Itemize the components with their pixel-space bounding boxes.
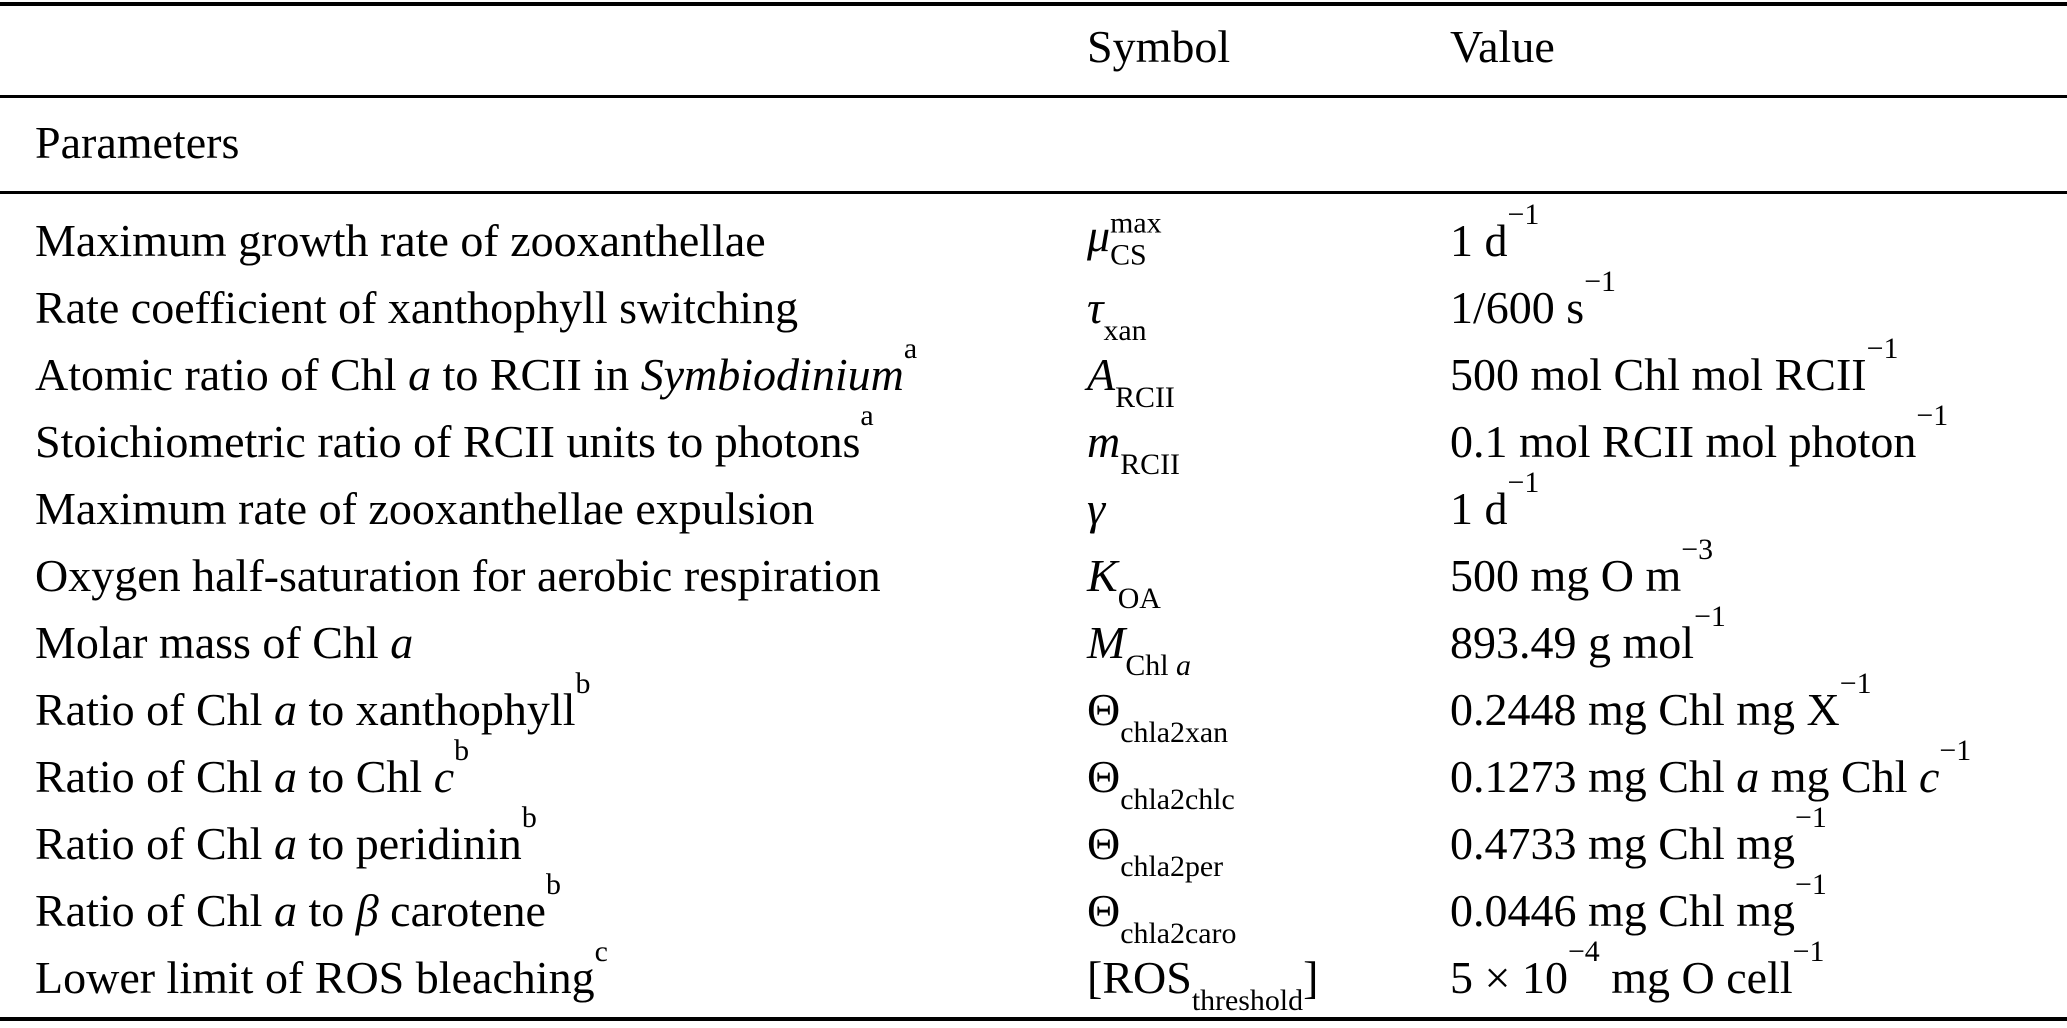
parameter-symbol: ARCII (1087, 348, 1175, 415)
parameter-value: 5 × 10−4 mg O cell−1 (1450, 934, 1825, 1003)
parameter-symbol: Θchla2per (1087, 817, 1224, 884)
parameter-value: 0.4733 mg Chl mg−1 (1450, 800, 1827, 869)
parameter-value: 1/600 s−1 (1450, 264, 1616, 333)
parameter-symbol: γ (1087, 482, 1106, 534)
table-row: Lower limit of ROS bleachingc [ROSthresho… (0, 934, 2067, 1018)
parameter-symbol: [ROSthreshold] (1087, 951, 1319, 1018)
bottom-rule (0, 1017, 2067, 1021)
table-row: Ratio of Chl a to peridininb Θchla2per 0.4… (0, 800, 2067, 884)
table-row: Stoichiometric ratio of RCII units to ph… (0, 398, 2067, 482)
parameter-symbol: KOA (1087, 549, 1161, 616)
table-row: Maximum growth rate of zooxanthellae μ max… (0, 197, 2067, 274)
parameter-description: Ratio of Chl a to Chl cb (35, 733, 470, 802)
table-row: Ratio of Chl a to Chl cb Θchla2chlc 0.1273… (0, 733, 2067, 817)
parameter-description: Maximum rate of zooxanthellae expulsion (35, 482, 815, 534)
table-row: Ratio of Chl a to β caroteneb Θchla2caro 0… (0, 867, 2067, 951)
header-divider-rule (0, 95, 2067, 98)
parameter-value: 500 mol Chl mol RCII−1 (1450, 331, 1899, 400)
parameter-description: Rate coefficient of xanthophyll switchin… (35, 281, 799, 333)
parameter-symbol: Θchla2caro (1087, 884, 1237, 951)
parameter-description: Oxygen half-saturation for aerobic respi… (35, 549, 881, 601)
parameter-description: Ratio of Chl a to peridininb (35, 800, 537, 869)
top-rule (0, 2, 2067, 6)
parameter-value: 893.49 g mol−1 (1450, 599, 1726, 668)
parameter-description: Maximum growth rate of zooxanthellae (35, 214, 766, 266)
table-row: Molar mass of Chl a MChl a 893.49 g mol−1 (0, 599, 2067, 683)
parameter-description: Atomic ratio of Chl a to RCII in Symbiod… (35, 331, 918, 400)
parameter-symbol: τxan (1087, 281, 1147, 348)
table-row: Maximum rate of zooxanthellae expulsion γ… (0, 465, 2067, 542)
parameter-symbol: MChl a (1087, 616, 1191, 683)
parameter-description: Molar mass of Chl a (35, 616, 414, 668)
column-header-symbol: Symbol (1087, 21, 1231, 72)
parameter-value: 0.1 mol RCII mol photon−1 (1450, 398, 1949, 467)
parameter-value: 500 mg O m−3 (1450, 532, 1714, 601)
parameter-value: 0.1273 mg Chl a mg Chl c−1 (1450, 733, 1972, 802)
table-row: Rate coefficient of xanthophyll switchin… (0, 264, 2067, 348)
section-header-parameters: Parameters (35, 117, 240, 168)
table-row: Atomic ratio of Chl a to RCII in Symbiod… (0, 331, 2067, 415)
table-row: Ratio of Chl a to xanthophyllb Θchla2xan 0… (0, 666, 2067, 750)
parameter-description: Lower limit of ROS bleachingc (35, 934, 608, 1003)
parameter-description: Ratio of Chl a to xanthophyllb (35, 666, 591, 735)
parameter-value: 1 d−1 (1450, 465, 1540, 534)
parameter-value: 0.2448 mg Chl mg X−1 (1450, 666, 1872, 735)
column-header-value: Value (1450, 21, 1555, 72)
parameter-value: 1 d−1 (1450, 197, 1540, 266)
parameter-symbol: mRCII (1087, 415, 1181, 482)
parameter-symbol: Θchla2xan (1087, 683, 1229, 750)
section-divider-rule (0, 191, 2067, 194)
parameter-symbol: Θchla2chlc (1087, 750, 1235, 817)
parameter-description: Ratio of Chl a to β caroteneb (35, 867, 561, 936)
parameter-value: 0.0446 mg Chl mg−1 (1450, 867, 1827, 936)
parameter-description: Stoichiometric ratio of RCII units to ph… (35, 398, 874, 467)
table-body: Maximum growth rate of zooxanthellae μ max… (0, 193, 2067, 1018)
table-row: Oxygen half-saturation for aerobic respi… (0, 532, 2067, 616)
parameter-symbol: μ max CS (1087, 206, 1162, 272)
